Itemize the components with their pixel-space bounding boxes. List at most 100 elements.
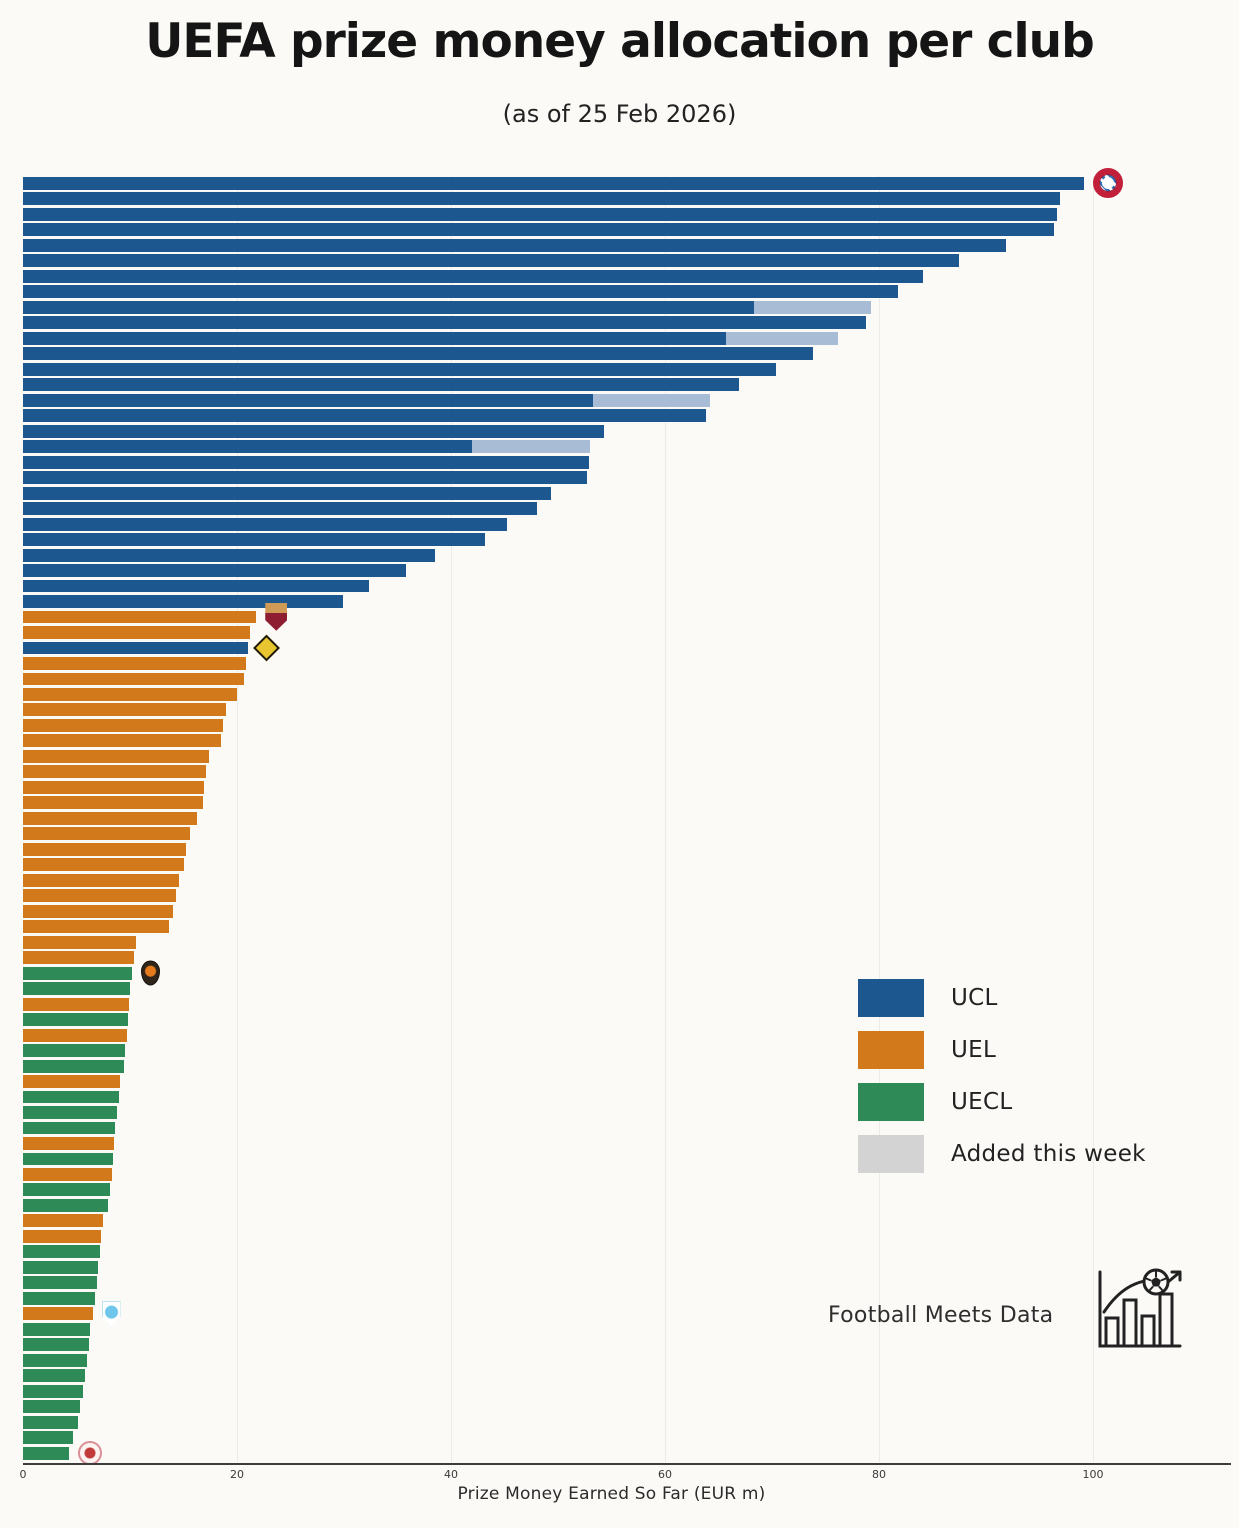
- chart-subtitle: (as of 25 Feb 2026): [502, 100, 737, 128]
- bar-row: [23, 795, 1200, 810]
- bar-row: [23, 579, 1200, 594]
- bar-row: [23, 300, 1200, 315]
- bar-uel: [23, 1229, 102, 1243]
- bar-ucl: [23, 471, 587, 485]
- bar-uel: [23, 935, 137, 949]
- bar-uel: [23, 904, 173, 918]
- bar-row: [23, 1440, 1200, 1465]
- bar-row: [23, 1043, 1200, 1058]
- bar-ucl: [23, 393, 594, 407]
- bar-uel: [23, 734, 221, 748]
- bar-ucl: [23, 238, 1007, 252]
- bar-uecl: [23, 1400, 80, 1414]
- bar-ucl: [23, 316, 867, 330]
- bar-row: [23, 780, 1200, 795]
- bar-row: [23, 625, 1200, 640]
- bar-row: [23, 1213, 1200, 1228]
- bar-row: [23, 672, 1200, 687]
- bar-uecl: [23, 1431, 74, 1445]
- bar-row: [23, 656, 1200, 671]
- bar-uel: [23, 796, 203, 810]
- bar-row: [23, 1229, 1200, 1244]
- bar-uecl: [23, 982, 130, 996]
- bar-row: [23, 222, 1200, 237]
- bar-row: [23, 687, 1200, 702]
- bayern-munich-crest: [1093, 168, 1124, 199]
- bar-row: [23, 602, 1200, 631]
- bar-uel: [23, 827, 190, 841]
- bar-row: [23, 981, 1200, 996]
- page-title: UEFA prize money allocation per club: [145, 14, 1094, 69]
- bar-row: [23, 1012, 1200, 1027]
- x-axis-label: Prize Money Earned So Far (EUR m): [457, 1484, 766, 1504]
- bar-row: [23, 857, 1200, 872]
- bar-row: [23, 997, 1200, 1012]
- bar-row: [23, 424, 1200, 439]
- bar-row: [23, 1415, 1200, 1430]
- bar-uecl: [23, 1044, 125, 1058]
- bar-uecl: [23, 1446, 69, 1460]
- bar-row: [23, 1167, 1200, 1182]
- bar-row: [23, 1353, 1200, 1368]
- bar-row: [23, 888, 1200, 903]
- bar-uel: [23, 1168, 112, 1181]
- bar-row: [23, 960, 1200, 986]
- bar-row: [23, 1028, 1200, 1043]
- football-bar-chart-icon: [1092, 1266, 1188, 1358]
- bar-row: [23, 168, 1200, 199]
- bar-row: [23, 1384, 1200, 1399]
- bar-uel: [23, 842, 186, 856]
- bar-row: [23, 764, 1200, 779]
- bar-uel: [23, 889, 176, 903]
- bar-uecl: [23, 1353, 88, 1367]
- legend-item-uel: UEL: [858, 1030, 1146, 1069]
- bar-row: [23, 904, 1200, 919]
- malmo-ff-crest: [101, 1300, 121, 1327]
- bar-added-this-week-segment: [472, 440, 591, 454]
- bar-row: [23, 1260, 1200, 1275]
- bar-row: [23, 826, 1200, 841]
- x-tick-label: 60: [658, 1468, 672, 1481]
- bar-uel: [23, 997, 129, 1011]
- bars-layer: [23, 168, 1200, 1465]
- bar-row: [23, 718, 1200, 733]
- bar-row: [23, 517, 1200, 532]
- ucl-color-swatch: [858, 978, 924, 1017]
- bar-uel: [23, 780, 204, 794]
- bar-ucl: [23, 285, 899, 299]
- x-tick-label: 80: [872, 1468, 886, 1481]
- bar-uel: [23, 765, 206, 779]
- bar-row: [23, 1275, 1200, 1290]
- bar-row: [23, 269, 1200, 284]
- bar-ucl: [23, 486, 551, 500]
- uel-color-swatch: [858, 1030, 924, 1069]
- bar-row: [23, 1322, 1200, 1337]
- bar-uel: [23, 1214, 104, 1228]
- watermark-text: Football Meets Data: [828, 1303, 1054, 1328]
- bar-ucl: [23, 533, 486, 547]
- bar-row: [23, 253, 1200, 268]
- bar-uecl: [23, 1291, 95, 1305]
- bar-uel: [23, 1137, 114, 1150]
- gridline: [237, 176, 238, 1462]
- bar-uel: [23, 610, 257, 624]
- bar-row: [23, 284, 1200, 299]
- bar-uel: [23, 749, 210, 763]
- bar-uecl: [23, 1152, 113, 1166]
- added-this-week-color-swatch: [858, 1134, 924, 1173]
- bar-uecl: [23, 1260, 98, 1274]
- bar-ucl: [23, 347, 813, 361]
- bar-row: [23, 191, 1200, 206]
- bar-ucl: [23, 641, 248, 655]
- bar-ucl: [23, 595, 343, 608]
- bar-uecl: [23, 966, 133, 980]
- bar-row: [23, 594, 1200, 609]
- bar-uecl: [23, 1276, 97, 1290]
- bar-row: [23, 1074, 1200, 1089]
- bar-row: [23, 1152, 1200, 1167]
- bar-ucl: [23, 517, 507, 531]
- bar-ucl: [23, 300, 754, 314]
- bar-uel: [23, 858, 184, 872]
- bar-uel: [23, 703, 227, 717]
- bar-added-this-week-segment: [593, 393, 710, 407]
